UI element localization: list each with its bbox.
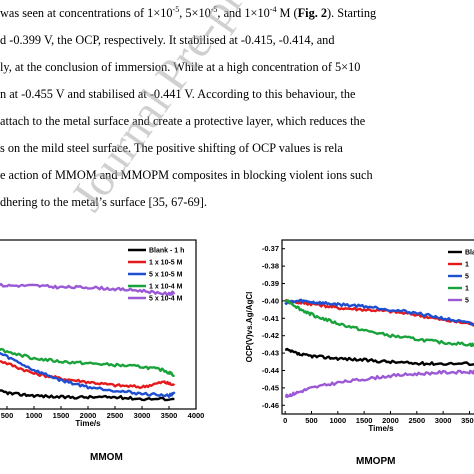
series-line (0, 282, 176, 297)
x-tick-label: 1500 (356, 416, 373, 425)
y-tick-label: -0.40 (262, 296, 279, 305)
legend-label: 5 (465, 298, 469, 305)
x-tick-label: 1500 (53, 411, 70, 420)
x-tick-label: 3500 (161, 411, 178, 420)
series-line (0, 347, 176, 378)
y-axis-label: OCP(V)vs.Ag/AgCl (245, 292, 254, 363)
y-tick-label: -0.37 (262, 244, 279, 253)
y-tick-label: -0.45 (262, 383, 279, 392)
figure-right-caption: MMOPM (356, 456, 396, 467)
x-tick-label: 0 (283, 416, 287, 425)
series-line (0, 389, 175, 402)
x-axis-label: Time/s (368, 424, 394, 433)
legend-label: 5 x 10-5 M (149, 272, 183, 279)
x-tick-label: 3000 (435, 416, 452, 425)
x-axis-label: Time/s (75, 419, 101, 428)
x-tick-label: 2500 (408, 416, 425, 425)
y-tick-label: -0.42 (262, 331, 279, 340)
text-line: n at -0.455 V and stabilised at -0.441 V… (0, 87, 356, 101)
series-line (0, 360, 176, 390)
x-tick-label: 500 (305, 416, 318, 425)
x-tick-label: 500 (1, 411, 14, 420)
plot-frame (281, 239, 474, 415)
x-tick-label: 3500 (461, 416, 474, 425)
y-tick-label: -0.38 (262, 262, 279, 271)
x-tick-label: 1000 (329, 416, 346, 425)
x-tick-label: 4000 (188, 411, 205, 420)
x-tick-label: 2000 (80, 411, 97, 420)
legend-label: 5 x 10-4 M (149, 296, 183, 303)
text-line: dhering to the metal’s surface [35, 67-6… (0, 195, 207, 209)
legend-label: Blank - 1 h (149, 248, 184, 255)
chart-right: 0 500 1000 1500 2000 2500 3000 3500 Time/s -0.37 -… (245, 239, 474, 433)
y-tick-label: -0.41 (262, 314, 279, 323)
x-tick-label: 1000 (26, 411, 43, 420)
legend-label: 1 x 10-4 M (149, 284, 183, 291)
series-line (284, 369, 474, 399)
chart-left: 500 1000 1500 2000 2500 3000 3500 4000 Time/s Bla… (0, 239, 205, 428)
x-tick-label: 3000 (134, 411, 151, 420)
legend-label: 1 x 10-5 M (149, 260, 183, 267)
y-tick-label: -0.43 (262, 349, 279, 358)
text-line: ly, at the conclusion of immersion. Whil… (0, 60, 361, 74)
legend-label: 1 (465, 262, 469, 269)
y-tick-label: -0.44 (262, 366, 280, 375)
series-line (284, 347, 474, 367)
y-tick-label: -0.39 (262, 279, 279, 288)
legend-label: 5 (465, 274, 469, 281)
series-line (284, 299, 474, 348)
figure-left-caption: MMOM (90, 452, 123, 463)
text-line: was seen at concentrations of 1×10-5, 5×… (0, 4, 377, 20)
legend-label: Blan (465, 250, 474, 257)
series-line (0, 351, 176, 398)
legend-label: 1 (465, 286, 469, 293)
y-tick-label: -0.46 (262, 401, 279, 410)
series-line (284, 298, 474, 328)
text-line: s on the mild steel surface. The positiv… (0, 141, 343, 155)
text-line: d -0.399 V, the OCP, respectively. It st… (0, 33, 335, 47)
figure-right: 0 500 1000 1500 2000 2500 3000 3500 Time/s -0.37 -… (240, 228, 474, 454)
figure-left: 500 1000 1500 2000 2500 3000 3500 4000 Time/s Bla… (0, 228, 232, 452)
text-line: e action of MMOM and MMOPM composites in… (0, 168, 373, 182)
text-line: attach to the metal surface and create a… (0, 114, 366, 128)
x-tick-label: 2000 (382, 416, 399, 425)
x-tick-label: 2500 (107, 411, 124, 420)
